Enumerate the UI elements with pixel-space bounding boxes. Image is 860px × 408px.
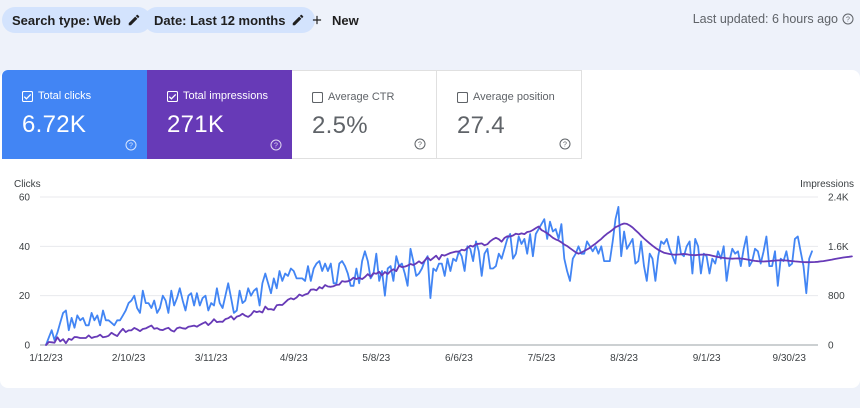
x-tick-label: 6/6/23 [445, 353, 473, 364]
metric-label: Average position [473, 91, 555, 103]
date-range-label: Date: Last 12 months [154, 12, 286, 28]
right-axis-ticks: 0 800 1.6K 2.4K [828, 193, 849, 352]
x-tick-label: 2/10/23 [112, 353, 146, 364]
left-axis-ticks: 0 20 40 60 [19, 193, 31, 352]
search-type-chip[interactable]: Search type: Web [2, 7, 151, 33]
series-line-impressions[interactable] [45, 222, 853, 346]
metric-label: Average CTR [328, 91, 395, 103]
metric-average-ctr[interactable]: Average CTR 2.5% ? [292, 70, 437, 159]
x-tick-label: 7/5/23 [528, 353, 556, 364]
y-left-tick-label: 60 [19, 193, 31, 204]
x-tick-label: 9/30/23 [773, 353, 807, 364]
checkbox-unchecked-icon[interactable] [312, 91, 323, 103]
metric-label: Total impressions [183, 90, 268, 102]
svg-text:?: ? [563, 142, 567, 149]
x-tick-label: 1/12/23 [29, 353, 63, 364]
help-icon[interactable]: ? [270, 139, 282, 151]
new-filter-label: New [332, 12, 359, 28]
x-tick-label: 5/8/23 [362, 353, 390, 364]
series-line-clicks[interactable] [45, 206, 813, 346]
new-filter-button[interactable]: New [306, 7, 363, 33]
y-right-tick-label: 2.4K [828, 193, 849, 204]
svg-text:?: ? [846, 17, 850, 24]
performance-card: Total clicks 6.72K ? Total impressions 2… [0, 70, 860, 388]
metric-value: 271K [167, 111, 225, 138]
plus-icon [312, 15, 322, 25]
metric-value: 2.5% [312, 112, 368, 139]
x-tick-label: 8/3/23 [610, 353, 638, 364]
y-right-tick-label: 0 [828, 341, 834, 352]
date-range-chip[interactable]: Date: Last 12 months [144, 7, 316, 33]
x-axis-ticks: 1/12/23 2/10/23 3/11/23 4/9/23 5/8/23 6/6/23 7… [29, 353, 806, 364]
metric-value: 6.72K [22, 111, 87, 138]
svg-text:?: ? [129, 143, 133, 150]
metric-total-clicks[interactable]: Total clicks 6.72K ? [2, 70, 147, 159]
pencil-icon [293, 14, 304, 26]
y-right-tick-label: 1.6K [828, 242, 849, 253]
help-icon[interactable]: ? [125, 139, 137, 151]
help-icon[interactable]: ? [559, 138, 571, 150]
metric-value: 27.4 [457, 112, 505, 139]
pencil-icon [128, 14, 140, 26]
y-left-tick-label: 20 [19, 291, 31, 302]
svg-text:?: ? [418, 142, 422, 149]
checkbox-unchecked-icon[interactable] [457, 91, 468, 103]
metric-total-impressions[interactable]: Total impressions 271K ? [147, 70, 292, 159]
svg-text:?: ? [274, 143, 278, 150]
metric-average-position[interactable]: Average position 27.4 ? [437, 70, 582, 159]
series-lines [45, 206, 853, 346]
y-left-tick-label: 0 [24, 341, 30, 352]
search-type-label: Search type: Web [12, 12, 121, 28]
metric-label: Total clicks [38, 90, 92, 102]
x-tick-label: 3/11/23 [195, 353, 228, 364]
last-updated: Last updated: 6 hours ago ? [693, 12, 854, 26]
x-tick-label: 9/1/23 [693, 353, 721, 364]
gridlines [40, 196, 818, 346]
y-left-tick-label: 40 [19, 242, 31, 253]
toolbar: Search type: Web Date: Last 12 months Ne… [0, 0, 860, 40]
x-tick-label: 4/9/23 [280, 353, 308, 364]
checkbox-checked-icon[interactable] [167, 90, 178, 102]
left-axis-title: Clicks [14, 179, 41, 190]
checkbox-checked-icon[interactable] [22, 90, 33, 102]
y-right-tick-label: 800 [828, 291, 845, 302]
help-icon[interactable]: ? [414, 138, 426, 150]
right-axis-title: Impressions [800, 179, 854, 190]
help-icon[interactable]: ? [842, 13, 854, 25]
last-updated-text: Last updated: 6 hours ago [692, 12, 838, 26]
